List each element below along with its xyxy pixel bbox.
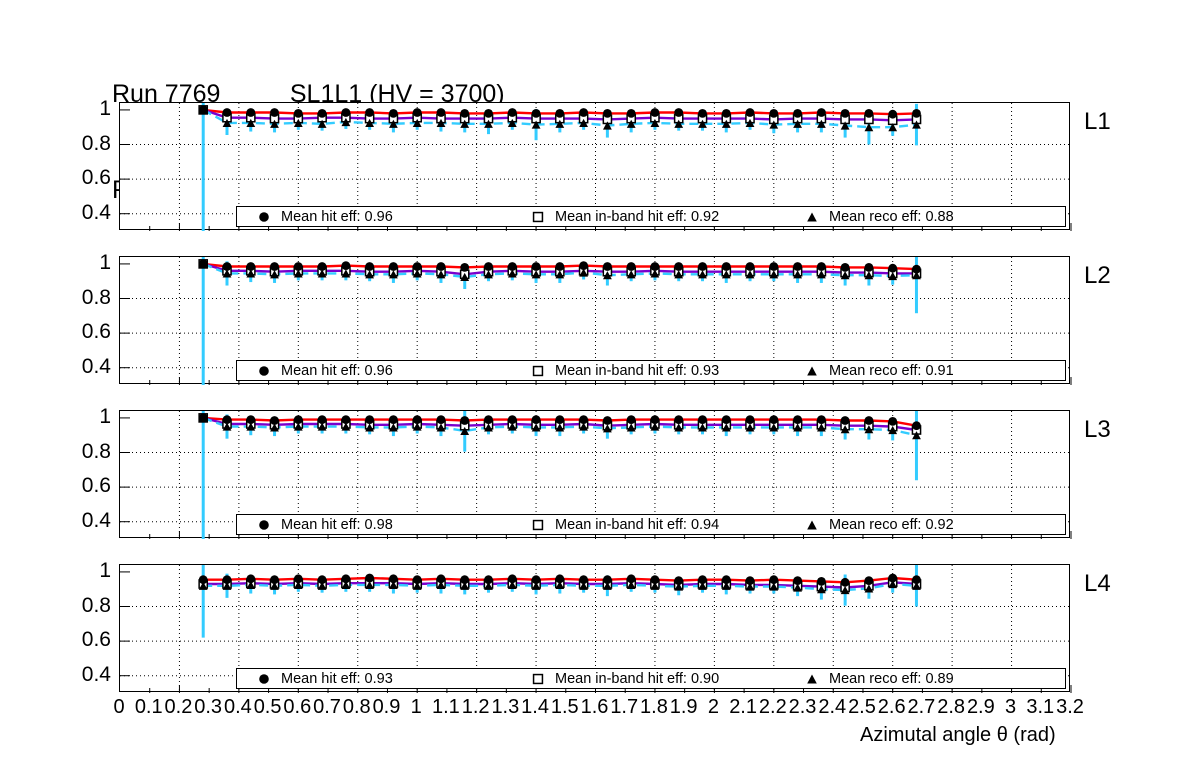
x-tick-label: 2.3 [788, 696, 817, 718]
x-tick-label: 1.2 [461, 696, 490, 718]
legend-label: Mean in-band hit eff: 0.93 [555, 362, 720, 379]
x-tick-label: 3 [1005, 696, 1017, 718]
legend-entry: Mean hit eff: 0.98 [237, 517, 517, 533]
y-tick-label: 0.8 [81, 439, 111, 463]
legend-label: Mean in-band hit eff: 0.90 [555, 670, 720, 687]
y-tick-label: 0.8 [81, 593, 111, 617]
x-tick-label: 0.8 [342, 696, 371, 718]
x-tick-label: 2.7 [907, 696, 936, 718]
legend-l1: Mean hit eff: 0.96 Mean in-band hit eff: … [236, 206, 1066, 227]
x-tick-label: 2.2 [758, 696, 787, 718]
panel-label-l3: L3 [1084, 416, 1111, 443]
y-tick-label: 0.6 [81, 628, 111, 652]
y-tick-label: 1 [99, 404, 111, 428]
y-tick-label: 0.4 [81, 200, 111, 224]
panel-label-l2: L2 [1084, 262, 1111, 289]
x-tick-label: 0.1 [134, 696, 163, 718]
legend-label: Mean in-band hit eff: 0.92 [555, 208, 720, 225]
panel-label-l1: L1 [1084, 108, 1111, 135]
x-tick-label: 1.5 [550, 696, 579, 718]
legend-entry: Mean hit eff: 0.96 [237, 209, 517, 225]
legend-label: Mean reco eff: 0.89 [829, 670, 954, 687]
filled-circle-icon [255, 519, 273, 531]
x-tick-label: 1.7 [610, 696, 639, 718]
x-tick-label: 3.2 [1056, 696, 1084, 718]
filled-circle-icon [255, 365, 273, 377]
panel-frame [119, 102, 1072, 231]
x-tick-label: 2.1 [729, 696, 757, 718]
x-tick-label: 1.9 [669, 696, 698, 718]
x-tick-label: 1 [410, 696, 422, 718]
y-tick-label: 0.8 [81, 131, 111, 155]
x-tick-label: 1.3 [491, 696, 520, 718]
y-tick-label: 1 [99, 558, 111, 582]
legend-label: Mean reco eff: 0.91 [829, 362, 954, 379]
x-tick-label: 0.6 [283, 696, 312, 718]
filled-triangle-icon [803, 519, 821, 531]
x-tick-label: 1.4 [521, 696, 549, 718]
filled-triangle-icon [803, 211, 821, 223]
y-tick-label: 0.6 [81, 320, 111, 344]
x-tick-label: 0 [113, 696, 125, 718]
x-axis-tick-labels: 0 0.1 0.2 0.3 0.4 0.5 0.6 0.7 0.8 0.9 1 1.1 1.2 1.3 1.… [0, 696, 1196, 722]
x-tick-label: 2 [707, 696, 719, 718]
legend-entry: Mean in-band hit eff: 0.90 [517, 671, 791, 687]
filled-circle-icon [255, 673, 273, 685]
x-tick-label: 0.7 [313, 696, 341, 718]
open-square-icon [529, 365, 547, 377]
x-tick-label: 1.1 [432, 696, 460, 718]
plot-area-l1 [120, 103, 1072, 231]
y-tick-label: 0.4 [81, 354, 111, 378]
legend-entry: Mean reco eff: 0.89 [791, 671, 1065, 687]
legend-entry: Mean hit eff: 0.93 [237, 671, 517, 687]
y-tick-label: 0.8 [81, 285, 111, 309]
legend-label: Mean hit eff: 0.96 [281, 362, 393, 379]
x-axis-title: Azimutal angle θ (rad) [860, 724, 1056, 746]
y-tick-label: 0.6 [81, 166, 111, 190]
x-tick-label: 0.2 [164, 696, 193, 718]
legend-l3: Mean hit eff: 0.98 Mean in-band hit eff: … [236, 514, 1066, 535]
y-tick-label: 1 [99, 96, 111, 120]
panel-l1 [119, 102, 1072, 231]
legend-entry: Mean hit eff: 0.96 [237, 363, 517, 379]
x-tick-label: 0.5 [253, 696, 282, 718]
legend-label: Mean hit eff: 0.98 [281, 516, 393, 533]
y-tick-label: 0.6 [81, 474, 111, 498]
y-tick-label: 1 [99, 250, 111, 274]
open-square-icon [529, 519, 547, 531]
open-square-icon [529, 211, 547, 223]
legend-label: Mean hit eff: 0.93 [281, 670, 393, 687]
x-tick-label: 0.9 [372, 696, 401, 718]
legend-label: Mean reco eff: 0.92 [829, 516, 954, 533]
legend-entry: Mean reco eff: 0.88 [791, 209, 1065, 225]
legend-entry: Mean in-band hit eff: 0.94 [517, 517, 791, 533]
filled-circle-icon [255, 211, 273, 223]
panel-label-l4: L4 [1084, 570, 1111, 597]
legend-entry: Mean in-band hit eff: 0.93 [517, 363, 791, 379]
y-tick-label: 0.4 [81, 508, 111, 532]
x-tick-label: 2.5 [848, 696, 876, 718]
filled-triangle-icon [803, 365, 821, 377]
y-tick-label: 0.4 [81, 662, 111, 686]
x-tick-label: 3.1 [1026, 696, 1055, 718]
x-tick-label: 0.3 [194, 696, 223, 718]
x-tick-label: 1.8 [640, 696, 668, 718]
filled-triangle-icon [803, 673, 821, 685]
legend-label: Mean in-band hit eff: 0.94 [555, 516, 720, 533]
legend-entry: Mean in-band hit eff: 0.92 [517, 209, 791, 225]
x-tick-label: 2.4 [818, 696, 847, 718]
legend-entry: Mean reco eff: 0.91 [791, 363, 1065, 379]
x-tick-label: 2.6 [877, 696, 906, 718]
plot-area-l2 [120, 257, 1072, 385]
legend-entry: Mean reco eff: 0.92 [791, 517, 1065, 533]
legend-l2: Mean hit eff: 0.96 Mean in-band hit eff: … [236, 360, 1066, 381]
x-tick-label: 2.9 [966, 696, 995, 718]
legend-l4: Mean hit eff: 0.93 Mean in-band hit eff: … [236, 668, 1066, 689]
legend-label: Mean reco eff: 0.88 [829, 208, 954, 225]
open-square-icon [529, 673, 547, 685]
x-tick-label: 0.4 [223, 696, 252, 718]
x-tick-label: 1.6 [580, 696, 609, 718]
x-tick-label: 2.8 [937, 696, 966, 718]
legend-label: Mean hit eff: 0.96 [281, 208, 393, 225]
